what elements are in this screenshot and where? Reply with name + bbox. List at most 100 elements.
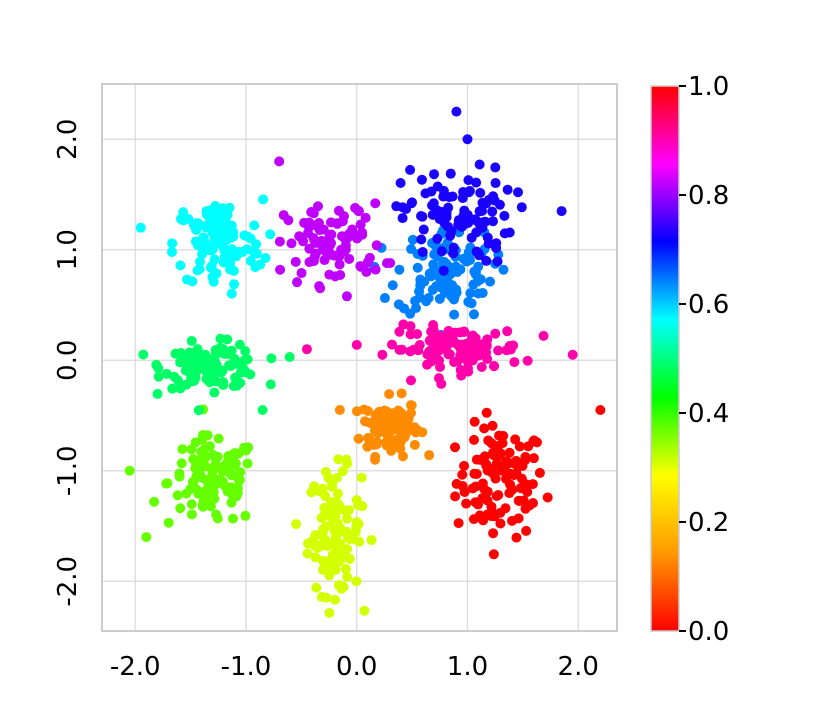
data-point bbox=[488, 528, 499, 539]
data-point bbox=[426, 326, 437, 337]
data-point bbox=[209, 267, 220, 278]
data-point bbox=[370, 264, 381, 275]
data-point bbox=[200, 222, 211, 233]
data-point bbox=[477, 342, 488, 353]
x-tick-label: 0.0 bbox=[336, 652, 377, 682]
data-point bbox=[172, 490, 183, 501]
data-point bbox=[453, 518, 464, 529]
colorbar-tick-label: 0.8 bbox=[688, 181, 729, 211]
data-point bbox=[528, 453, 539, 464]
data-point bbox=[341, 291, 352, 302]
data-point bbox=[469, 434, 480, 445]
colorbar-tick-label: 0.0 bbox=[688, 617, 729, 647]
data-point bbox=[461, 498, 472, 509]
data-point bbox=[301, 344, 312, 355]
data-point bbox=[384, 389, 395, 400]
data-point bbox=[490, 178, 501, 189]
data-point bbox=[489, 361, 500, 372]
x-tick-label: -1.0 bbox=[221, 652, 272, 682]
data-point bbox=[340, 244, 351, 255]
data-point bbox=[469, 468, 480, 479]
data-point bbox=[325, 496, 336, 507]
data-point bbox=[200, 245, 211, 256]
data-point bbox=[371, 240, 382, 251]
data-point bbox=[433, 373, 444, 384]
data-point bbox=[226, 288, 237, 299]
data-point bbox=[475, 454, 486, 465]
data-point bbox=[476, 362, 487, 373]
data-point bbox=[249, 220, 260, 231]
data-point bbox=[342, 513, 353, 524]
data-point bbox=[229, 460, 240, 471]
data-point bbox=[463, 366, 474, 377]
data-point bbox=[175, 503, 186, 514]
data-points bbox=[124, 106, 606, 618]
data-point bbox=[265, 229, 276, 240]
data-point bbox=[429, 169, 440, 180]
data-point bbox=[318, 540, 329, 551]
data-point bbox=[324, 607, 335, 618]
data-point bbox=[461, 352, 472, 363]
data-point bbox=[394, 326, 405, 337]
data-point bbox=[481, 407, 492, 418]
data-point bbox=[193, 405, 204, 416]
y-tick-label: 0.0 bbox=[53, 340, 83, 381]
data-point bbox=[324, 269, 335, 280]
data-point bbox=[152, 388, 163, 399]
data-point bbox=[471, 177, 482, 188]
data-point bbox=[416, 210, 427, 221]
plot-frame bbox=[101, 83, 618, 632]
data-point bbox=[522, 355, 533, 366]
data-point bbox=[389, 410, 400, 421]
data-point bbox=[167, 383, 178, 394]
data-point bbox=[419, 276, 430, 287]
data-point bbox=[405, 164, 416, 175]
data-point bbox=[198, 232, 209, 243]
data-point bbox=[434, 293, 445, 304]
data-point bbox=[465, 288, 476, 299]
data-point bbox=[410, 427, 421, 438]
data-point bbox=[332, 218, 343, 229]
data-point bbox=[296, 268, 307, 279]
data-point bbox=[436, 246, 447, 257]
data-point bbox=[344, 553, 355, 564]
data-point bbox=[222, 209, 233, 220]
data-point bbox=[190, 437, 201, 448]
data-point bbox=[344, 228, 355, 239]
data-point bbox=[482, 465, 493, 476]
data-point bbox=[472, 349, 483, 360]
data-point bbox=[204, 484, 215, 495]
data-point bbox=[465, 255, 476, 266]
data-point bbox=[483, 435, 494, 446]
data-point bbox=[167, 238, 178, 249]
data-point bbox=[377, 349, 388, 360]
data-point bbox=[519, 455, 530, 466]
data-point bbox=[308, 208, 319, 219]
data-point bbox=[319, 510, 330, 521]
data-point bbox=[344, 253, 355, 264]
colorbar: 0.0 0.2 0.4 0.6 0.8 1.0 bbox=[650, 72, 729, 647]
data-point bbox=[381, 440, 392, 451]
data-point bbox=[316, 235, 327, 246]
data-point bbox=[240, 366, 251, 377]
colorbar-tick-label: 1.0 bbox=[688, 72, 729, 102]
data-point bbox=[505, 344, 516, 355]
data-point bbox=[354, 536, 365, 547]
data-point bbox=[494, 430, 505, 441]
data-point bbox=[225, 233, 236, 244]
data-point bbox=[474, 250, 485, 261]
data-point bbox=[450, 491, 461, 502]
data-point bbox=[474, 510, 485, 521]
data-point bbox=[488, 216, 498, 227]
data-point bbox=[366, 535, 377, 546]
data-point bbox=[302, 548, 313, 559]
data-point bbox=[321, 466, 332, 477]
data-point bbox=[260, 253, 271, 264]
data-point bbox=[542, 492, 553, 503]
data-point bbox=[258, 194, 269, 205]
data-point bbox=[200, 452, 211, 463]
data-point bbox=[218, 380, 229, 391]
data-point bbox=[487, 420, 498, 431]
data-point bbox=[306, 487, 317, 498]
data-point bbox=[240, 445, 251, 456]
